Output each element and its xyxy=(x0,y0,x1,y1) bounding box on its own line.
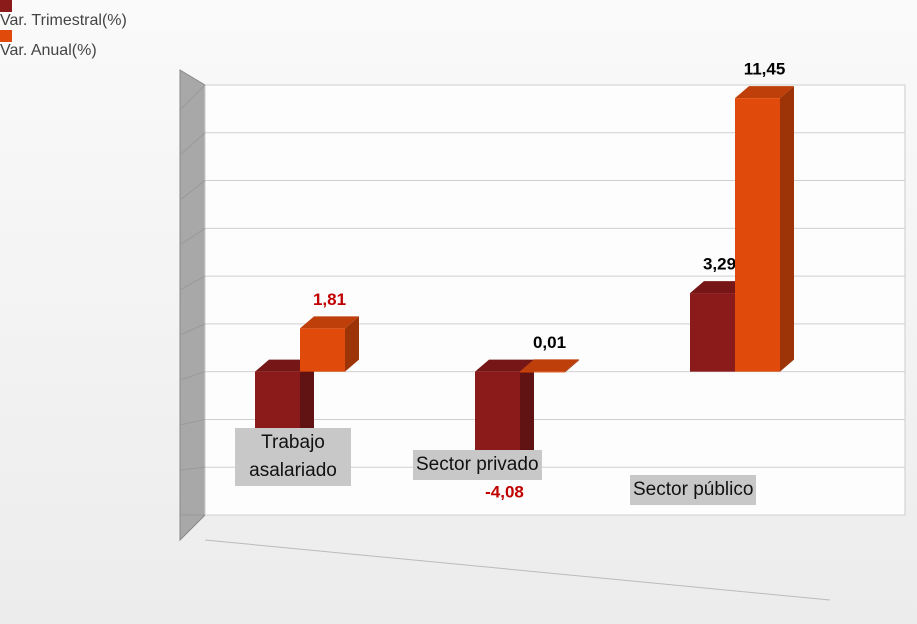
value-label: -4,08 xyxy=(485,483,524,502)
bar-top xyxy=(300,316,359,329)
side-grid-line xyxy=(179,227,206,246)
side-grid-line xyxy=(179,275,206,291)
bar xyxy=(735,98,780,372)
bar-top xyxy=(735,86,794,99)
legend-label: Var. Trimestral(%) xyxy=(0,12,127,29)
bar-side xyxy=(565,359,579,373)
bar-side xyxy=(780,86,794,372)
side-grid-line xyxy=(179,84,206,111)
side-grid-line xyxy=(179,466,206,471)
value-label: 0,01 xyxy=(533,333,566,352)
side-grid-line xyxy=(179,180,206,201)
x-tick-label: Sector público xyxy=(630,475,757,505)
bar-top xyxy=(520,359,579,372)
bar-top xyxy=(690,281,749,294)
bar-side xyxy=(345,316,359,372)
legend-label: Var. Anual(%) xyxy=(0,42,97,59)
value-label: 1,81 xyxy=(313,290,346,309)
side-grid-line xyxy=(179,323,206,336)
side-grid-line xyxy=(179,418,206,426)
bar xyxy=(690,293,735,372)
bar-side xyxy=(300,359,314,441)
bar xyxy=(300,328,345,372)
bar-side xyxy=(520,359,534,470)
legend-swatch xyxy=(0,0,12,12)
floor-edge xyxy=(204,539,831,601)
value-label: 3,29 xyxy=(703,255,736,274)
bar-top xyxy=(255,359,314,372)
value-label: 11,45 xyxy=(744,60,786,79)
legend-swatch xyxy=(0,30,12,42)
x-tick-label: Trabajo asalariado xyxy=(235,428,351,486)
bar-top xyxy=(475,359,534,372)
side-grid-line xyxy=(179,132,206,156)
x-tick-label: Sector privado xyxy=(413,450,542,480)
bar xyxy=(520,371,565,373)
side-grid-line xyxy=(179,371,206,381)
